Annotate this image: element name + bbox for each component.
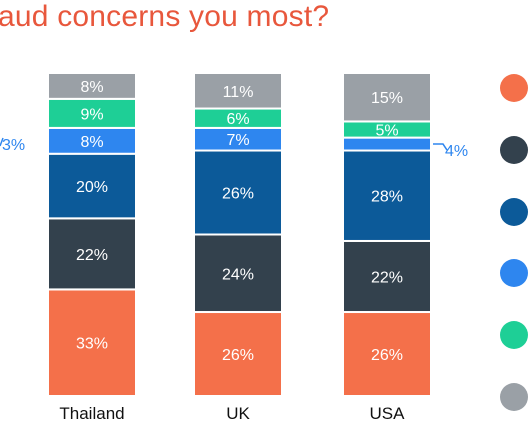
data-label-usa-0: 26% [371,347,403,364]
legend-swatch-3 [500,259,528,287]
data-label-thailand-0: 33% [76,336,108,353]
bar-segment-thailand-2 [47,152,137,220]
data-label-usa-2: 28% [371,189,403,206]
bar-segment-usa-5 [342,72,432,123]
data-label-thailand-2: 20% [76,179,108,196]
bar-segment-uk-1 [193,233,283,314]
bar-segment-thailand-5 [47,72,137,100]
bar-segment-uk-0 [193,311,283,397]
partial-left-label: 3% [2,137,26,154]
bar-segment-usa-3 [342,136,432,152]
category-label-thailand: Thailand [59,404,125,423]
bar-segment-uk-5 [193,72,283,110]
data-label-usa-4: 5% [375,123,398,140]
data-label-uk-3: 7% [226,132,249,149]
data-label-uk-4: 6% [226,111,249,128]
legend-swatch-2 [500,198,528,226]
data-label-uk-1: 24% [222,266,254,283]
data-label-thailand-1: 22% [76,247,108,264]
data-label-uk-5: 11% [223,84,254,101]
legend-swatch-1 [500,136,528,164]
chart-title: aud concerns you most? [0,0,330,33]
callout-line-left [0,137,4,147]
data-label-usa-5: 15% [371,90,403,107]
data-label-thailand-4: 9% [80,106,103,123]
bar-segment-usa-1 [342,239,432,314]
data-label-uk-2: 26% [222,186,254,203]
bar-segment-uk-2 [193,149,283,236]
bar-segment-thailand-0 [47,288,137,397]
legend-swatch-0 [500,74,528,102]
callout-line-usa [433,143,448,151]
data-label-thailand-5: 8% [80,79,103,96]
category-label-uk: UK [226,404,250,423]
bar-segment-thailand-3 [47,126,137,155]
callout-label-usa: 4% [445,143,468,160]
data-label-uk-0: 26% [222,347,254,364]
legend-swatch-4 [500,321,528,349]
data-label-thailand-3: 8% [80,134,103,151]
legend-swatch-5 [500,383,528,411]
data-label-usa-1: 22% [371,269,403,286]
category-label-usa: USA [369,404,405,423]
